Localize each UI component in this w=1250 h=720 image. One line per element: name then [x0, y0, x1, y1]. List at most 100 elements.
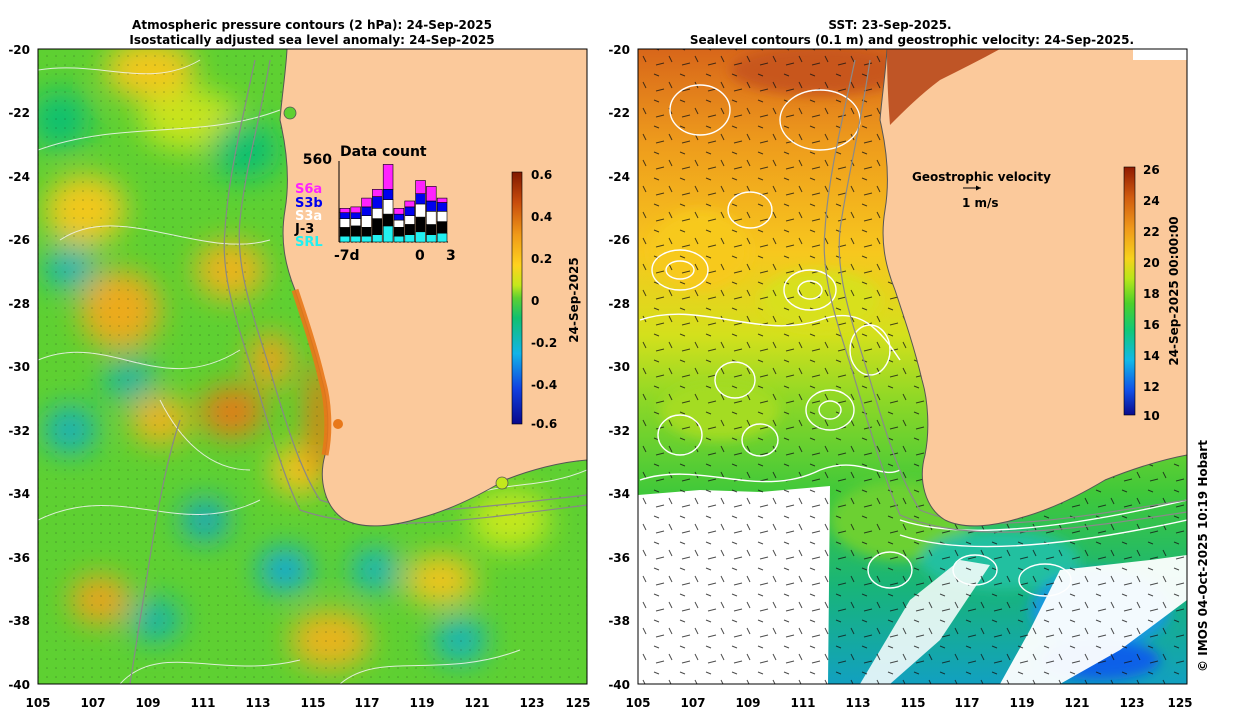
- bathymetry-lines-right: [823, 59, 1187, 533]
- inset-bar-segment-s3b: [350, 212, 361, 219]
- sea-level-anomaly-map: [38, 49, 587, 684]
- y-tick-label: -28: [8, 297, 30, 311]
- inset-bar-segment-srl: [426, 234, 437, 243]
- inset-bar-segment-s6a: [350, 206, 361, 214]
- x-tick-label: 107: [680, 696, 705, 710]
- cbar-tick: 16: [1143, 318, 1160, 332]
- right-colorbar: 26 24 22 20 18 16 14 12 10 24-Sep-2025 0…: [1123, 163, 1181, 423]
- sst-map: [638, 49, 1187, 684]
- left-title-line1: Atmospheric pressure contours (2 hPa): 2…: [132, 18, 492, 32]
- inset-bar-segment-srl: [339, 235, 351, 243]
- velocity-legend: Geostrophic velocity 1 m/s: [912, 170, 1051, 210]
- inset-bar-segment-s6a: [382, 164, 394, 190]
- y-tick-label: -36: [608, 551, 630, 565]
- inset-max-label: 560: [303, 152, 332, 168]
- inset-bar-segment-j-3: [361, 227, 372, 237]
- x-tick-label: 115: [300, 696, 325, 710]
- inset-bar-segment-s6a: [372, 189, 383, 197]
- inset-x-label-start: -7d: [334, 248, 360, 264]
- cbar-tick: 24: [1143, 194, 1160, 208]
- left-title-line2: Isostatically adjusted sea level anomaly…: [129, 33, 494, 47]
- x-tick-label: 115: [900, 696, 925, 710]
- right-title-line2: Sealevel contours (0.1 m) and geostrophi…: [690, 33, 1134, 47]
- inset-bar-segment-srl: [361, 235, 372, 243]
- cbar-tick: 20: [1143, 256, 1160, 270]
- inset-bar-segment-s6a: [436, 197, 448, 203]
- pressure-contours: [38, 59, 587, 684]
- inset-bar-segment-srl: [372, 234, 383, 243]
- left-colorbar-label: 24-Sep-2025: [567, 257, 581, 342]
- right-title: SST: 23-Sep-2025. Sealevel contours (0.1…: [690, 18, 1134, 47]
- mission-label-srl: SRL: [295, 235, 323, 250]
- mission-label-s6a: S6a: [295, 182, 322, 197]
- right-colorbar-label: 24-Sep-2025 00:00:00: [1167, 216, 1181, 365]
- cbar-tick: 14: [1143, 349, 1160, 363]
- right-y-tick-labels: -20 -22 -24 -26 -28 -30 -32 -34 -36 -38 …: [608, 43, 630, 692]
- inset-bar-segment-s3b: [404, 206, 415, 216]
- inset-bar-segment-s6a: [393, 208, 405, 215]
- inset-bar-segment-s3a: [415, 203, 426, 218]
- right-x-tick-labels: 105 107 109 111 113 115 117 119 121 123 …: [625, 696, 1192, 710]
- inset-bar-segment-j-3: [372, 218, 383, 236]
- x-tick-label: 111: [190, 696, 215, 710]
- y-tick-label: -30: [608, 360, 630, 374]
- y-tick-label: -22: [608, 106, 630, 120]
- inset-bar-segment-s3a: [404, 215, 415, 225]
- cbar-tick: 0.4: [531, 210, 552, 224]
- y-tick-label: -40: [8, 678, 30, 692]
- inset-bar-segment-s3b: [361, 206, 372, 216]
- x-tick-label: 125: [1167, 696, 1192, 710]
- y-tick-label: -22: [8, 106, 30, 120]
- inset-bar-segment-j-3: [404, 224, 415, 235]
- y-tick-label: -38: [608, 614, 630, 628]
- inset-bar-segment-s3b: [436, 202, 448, 212]
- inset-bars: [339, 164, 448, 243]
- inset-bar-segment-j-3: [393, 227, 405, 237]
- cbar-tick: 12: [1143, 380, 1160, 394]
- y-tick-label: -24: [8, 170, 30, 184]
- right-colorbar-ticks: 26 24 22 20 18 16 14 12 10: [1143, 163, 1160, 423]
- mission-label-s3a: S3a: [295, 209, 322, 224]
- y-tick-label: -28: [608, 297, 630, 311]
- x-tick-label: 109: [135, 696, 160, 710]
- inset-bar-segment-srl: [415, 231, 426, 243]
- y-tick-label: -38: [8, 614, 30, 628]
- inset-bar-segment-j-3: [350, 225, 361, 237]
- inset-bar-segment-s6a: [415, 180, 426, 194]
- x-tick-label: 111: [790, 696, 815, 710]
- inset-title: Data count: [340, 144, 427, 160]
- left-colorbar-ticks: 0.6 0.4 0.2 0 -0.2 -0.4 -0.6: [531, 168, 557, 431]
- cbar-tick: -0.6: [531, 417, 557, 431]
- inset-bar-segment-s3b: [372, 196, 383, 209]
- inset-x-label-end: 3: [446, 248, 456, 264]
- inset-x-label-zero: 0: [415, 248, 425, 264]
- y-tick-label: -26: [8, 233, 30, 247]
- x-tick-label: 117: [954, 696, 979, 710]
- y-tick-label: -32: [8, 424, 30, 438]
- inset-bar-segment-s3b: [415, 193, 426, 205]
- x-tick-label: 121: [1064, 696, 1089, 710]
- inset-bar-segment-s6a: [361, 197, 372, 208]
- sealevel-contours: [639, 84, 1187, 597]
- left-axes: -20 -22 -24 -26 -28 -30 -32 -34 -36 -38 …: [8, 43, 590, 710]
- imos-credit: © IMOS 04-Oct-2025 10:19 Hobart: [1196, 440, 1210, 672]
- australia-landmass-right: [879, 49, 1187, 527]
- inset-bar-segment-s3a: [436, 211, 448, 222]
- x-tick-label: 121: [464, 696, 489, 710]
- inset-bar-segment-s3b: [393, 213, 405, 221]
- inset-bar-segment-s3a: [339, 218, 351, 228]
- x-tick-label: 113: [245, 696, 270, 710]
- inset-bar-segment-s6a: [426, 186, 437, 202]
- left-title: Atmospheric pressure contours (2 hPa): 2…: [129, 18, 494, 47]
- cbar-tick: 18: [1143, 287, 1160, 301]
- y-tick-label: -20: [608, 43, 630, 57]
- inset-bar-segment-j-3: [436, 221, 448, 234]
- inset-bar-segment-j-3: [415, 216, 426, 233]
- left-colorbar: 0.6 0.4 0.2 0 -0.2 -0.4 -0.6 24-Sep-2025: [511, 168, 581, 431]
- y-tick-label: -24: [608, 170, 630, 184]
- inset-bar-segment-j-3: [382, 213, 394, 227]
- x-tick-label: 123: [519, 696, 544, 710]
- y-tick-label: -34: [608, 487, 630, 501]
- inset-bar-segment-s3a: [372, 208, 383, 219]
